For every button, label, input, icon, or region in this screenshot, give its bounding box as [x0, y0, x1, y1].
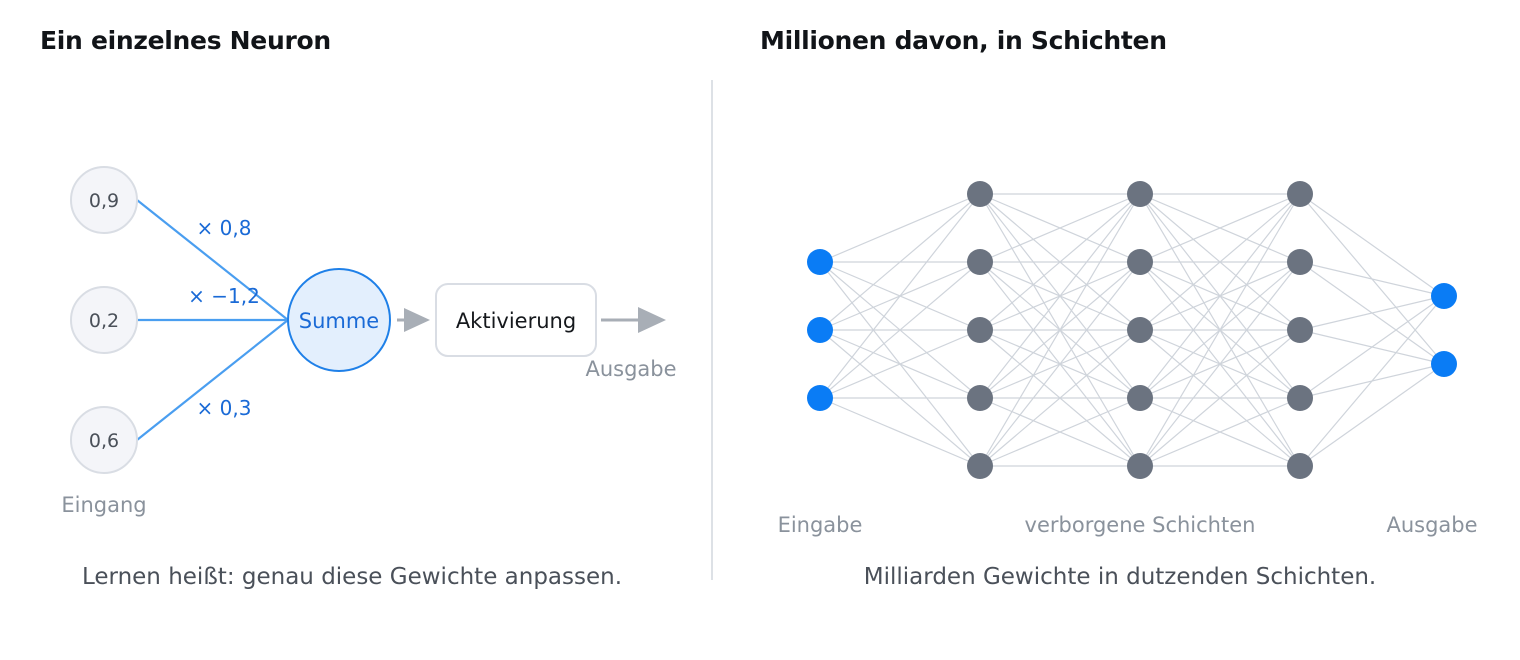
input-value-1: 0,9 [89, 190, 119, 212]
network-edge [1139, 193, 1301, 467]
arrow-sum-to-activation [404, 308, 430, 332]
network-edge [979, 193, 1141, 399]
input-node-3 [70, 406, 138, 474]
output-label: Ausgabe [585, 357, 676, 381]
hidden-layer-node [1127, 181, 1153, 207]
network-diagram [807, 181, 1457, 479]
input-value-3: 0,6 [89, 430, 119, 452]
network-edge [979, 193, 1141, 263]
neuron-caption: Lernen heißt: genau diese Gewichte anpas… [82, 564, 622, 590]
hidden-layer-node [967, 453, 993, 479]
network-edge [819, 329, 981, 399]
network-edge [819, 193, 981, 263]
hidden-layer-node [1287, 385, 1313, 411]
network-edge [1139, 261, 1301, 467]
neuron-diagram: 0,9 0,2 0,6 × 0,8 × −1,2 × 0,3 Summe Akt… [61, 166, 677, 590]
network-edge [819, 193, 981, 399]
hidden-layer-node [1127, 453, 1153, 479]
hidden-layer-node [967, 181, 993, 207]
network-edge [1139, 193, 1301, 331]
network-panel-title: Millionen davon, in Schichten [760, 26, 1167, 55]
network-edge [1299, 295, 1445, 467]
network-hidden-label: verborgene Schichten [1025, 513, 1256, 537]
network-edge [1299, 193, 1445, 297]
network-edge [1139, 193, 1301, 399]
network-edge [819, 261, 981, 399]
network-input-label: Eingabe [778, 513, 863, 537]
network-edge [1299, 363, 1445, 467]
network-edges [819, 193, 1445, 467]
hidden-layer-node [1127, 249, 1153, 275]
network-edge [979, 261, 1141, 467]
output-layer-node [1431, 283, 1457, 309]
weight-line-1 [136, 199, 289, 321]
network-edge [1139, 193, 1301, 263]
hidden-layer-node [967, 249, 993, 275]
hidden-layer-node [1127, 317, 1153, 343]
activation-label: Aktivierung [456, 309, 576, 333]
network-edge [1299, 295, 1445, 399]
network-output-label: Ausgabe [1386, 513, 1477, 537]
network-edge [819, 193, 981, 331]
inputs-label: Eingang [61, 493, 146, 517]
network-edge [979, 397, 1141, 467]
output-layer-node [1431, 351, 1457, 377]
input-layer-node [807, 317, 833, 343]
network-edge [979, 193, 1141, 331]
network-caption: Milliarden Gewichte in dutzenden Schicht… [864, 564, 1376, 590]
network-edge [1139, 397, 1301, 467]
hidden-layer-node [1287, 249, 1313, 275]
hidden-layer-node [1287, 453, 1313, 479]
hidden-layer-node [1287, 181, 1313, 207]
input-layer-node [807, 385, 833, 411]
network-edge [1299, 295, 1445, 331]
network-nodes [807, 181, 1457, 479]
weight-label-2: × −1,2 [188, 284, 260, 308]
sum-node [287, 268, 391, 372]
input-node-2 [70, 286, 138, 354]
weight-label-1: × 0,8 [197, 216, 252, 240]
network-edge [979, 329, 1141, 467]
input-node-1 [70, 166, 138, 234]
input-layer-node [807, 249, 833, 275]
neuron-panel-title: Ein einzelnes Neuron [40, 26, 331, 55]
network-edge [819, 397, 981, 467]
hidden-layer-node [1127, 385, 1153, 411]
network-edge [1139, 329, 1301, 467]
input-value-2: 0,2 [89, 310, 119, 332]
activation-box [435, 283, 597, 357]
hidden-layer-node [967, 385, 993, 411]
network-edge [979, 193, 1141, 467]
network-edge [1299, 261, 1445, 297]
sum-label: Summe [299, 309, 379, 333]
weight-label-3: × 0,3 [197, 396, 252, 420]
hidden-layer-node [1287, 317, 1313, 343]
hidden-layer-node [967, 317, 993, 343]
output-arrow [638, 307, 666, 333]
weight-line-3 [136, 319, 289, 441]
